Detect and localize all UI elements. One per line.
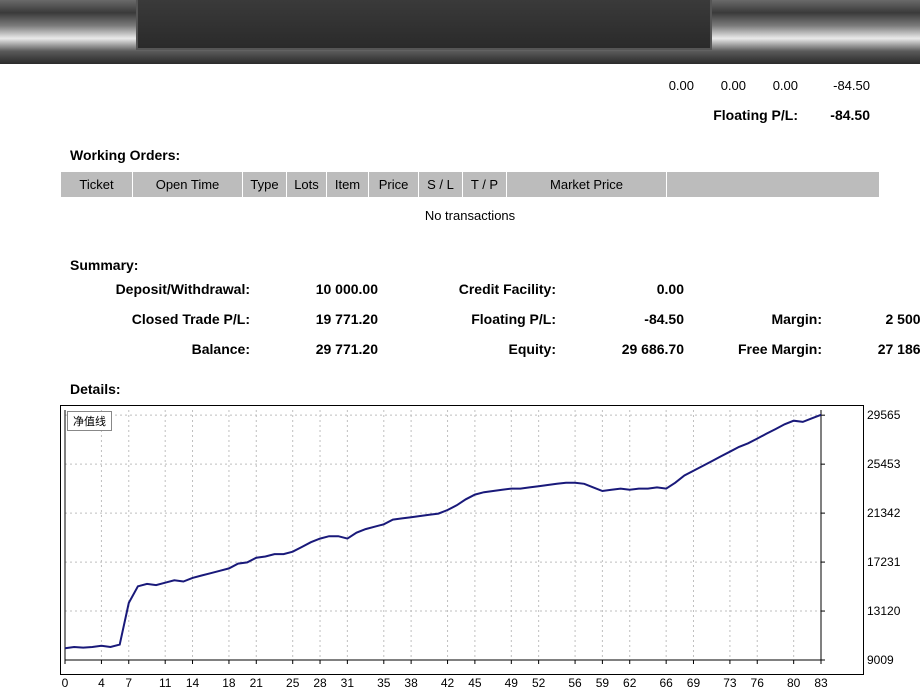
top-search-box[interactable]: [136, 0, 712, 50]
floating-pl-row: Floating P/L: -84.50: [60, 107, 880, 123]
summary-title: Summary:: [70, 257, 880, 273]
deposit-label: Deposit/Withdrawal:: [60, 281, 250, 297]
col-market-price[interactable]: Market Price: [507, 172, 667, 198]
float-value: -84.50: [574, 311, 684, 327]
x-tick-label: 73: [723, 676, 736, 690]
x-tick-label: 18: [222, 676, 235, 690]
x-tick-label: 52: [532, 676, 545, 690]
working-orders-title: Working Orders:: [70, 147, 880, 163]
float-label: Floating P/L:: [396, 311, 556, 327]
x-tick-label: 7: [125, 676, 132, 690]
orders-header-row: Ticket Open Time Type Lots Item Price S …: [61, 172, 880, 198]
y-tick-label: 13120: [867, 604, 900, 618]
col-price[interactable]: Price: [369, 172, 419, 198]
floating-pl-label: Floating P/L:: [713, 107, 798, 123]
margin-label: Margin:: [702, 311, 822, 327]
y-tick-label: 9009: [867, 653, 894, 667]
top-value-3: 0.00: [764, 78, 798, 93]
x-tick-label: 21: [250, 676, 263, 690]
summary-grid: Deposit/Withdrawal: 10 000.00 Credit Fac…: [60, 281, 880, 357]
col-ticket[interactable]: Ticket: [61, 172, 133, 198]
equity-label: Equity:: [396, 341, 556, 357]
floating-pl-value: -84.50: [816, 107, 870, 123]
y-tick-label: 17231: [867, 555, 900, 569]
col-empty: [667, 172, 880, 198]
col-item[interactable]: Item: [327, 172, 369, 198]
chart-svg: [61, 406, 865, 676]
x-tick-label: 76: [751, 676, 764, 690]
x-tick-label: 35: [377, 676, 390, 690]
x-tick-label: 42: [441, 676, 454, 690]
x-tick-label: 14: [186, 676, 199, 690]
x-tick-label: 11: [159, 676, 171, 690]
x-tick-label: 66: [659, 676, 672, 690]
balance-label: Balance:: [60, 341, 250, 357]
freemargin-label: Free Margin:: [702, 341, 822, 357]
chart-legend: 净值线: [67, 411, 112, 431]
top-gradient-bar: [0, 0, 920, 64]
x-tick-label: 83: [814, 676, 827, 690]
x-tick-label: 56: [568, 676, 581, 690]
x-tick-label: 31: [341, 676, 354, 690]
no-transactions-text: No transactions: [60, 198, 880, 233]
details-title: Details:: [70, 381, 880, 397]
col-lots[interactable]: Lots: [287, 172, 327, 198]
x-tick-label: 28: [313, 676, 326, 690]
credit-value: 0.00: [574, 281, 684, 297]
col-sl[interactable]: S / L: [419, 172, 463, 198]
x-tick-label: 62: [623, 676, 636, 690]
closed-label: Closed Trade P/L:: [60, 311, 250, 327]
x-tick-label: 59: [596, 676, 609, 690]
col-open-time[interactable]: Open Time: [133, 172, 243, 198]
x-tick-label: 80: [787, 676, 800, 690]
top-value-4: -84.50: [816, 78, 870, 93]
top-value-1: 0.00: [660, 78, 694, 93]
credit-label: Credit Facility:: [396, 281, 556, 297]
x-tick-label: 38: [404, 676, 417, 690]
x-tick-label: 49: [505, 676, 518, 690]
equity-chart: 净值线 90091312017231213422545329565 047111…: [60, 405, 864, 675]
balance-value: 29 771.20: [268, 341, 378, 357]
col-tp[interactable]: T / P: [463, 172, 507, 198]
y-tick-label: 21342: [867, 506, 900, 520]
deposit-value: 10 000.00: [268, 281, 378, 297]
x-tick-label: 4: [98, 676, 105, 690]
equity-value: 29 686.70: [574, 341, 684, 357]
margin-value: 2 500.00: [840, 311, 920, 327]
top-value-2: 0.00: [712, 78, 746, 93]
x-tick-label: 69: [687, 676, 700, 690]
working-orders-table: Ticket Open Time Type Lots Item Price S …: [60, 171, 880, 198]
top-values-row: 0.00 0.00 0.00 -84.50: [60, 78, 880, 93]
col-type[interactable]: Type: [243, 172, 287, 198]
y-tick-label: 25453: [867, 457, 900, 471]
x-tick-label: 25: [286, 676, 299, 690]
x-tick-label: 0: [62, 676, 69, 690]
main-content: 0.00 0.00 0.00 -84.50 Floating P/L: -84.…: [0, 64, 920, 675]
y-tick-label: 29565: [867, 408, 900, 422]
chart-y-labels: 90091312017231213422545329565: [867, 406, 907, 656]
closed-value: 19 771.20: [268, 311, 378, 327]
freemargin-value: 27 186.70: [840, 341, 920, 357]
x-tick-label: 45: [468, 676, 481, 690]
